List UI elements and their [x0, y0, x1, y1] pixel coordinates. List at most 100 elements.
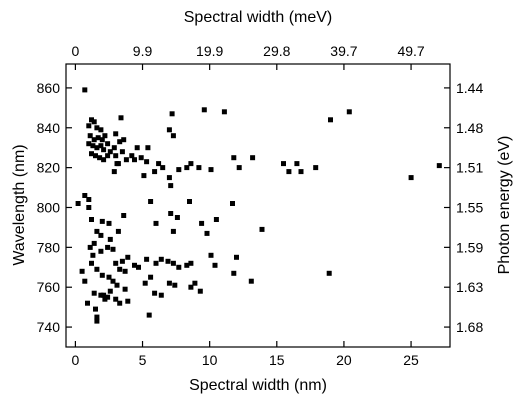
- scatter-point: [86, 197, 92, 202]
- scatter-point: [158, 256, 164, 262]
- scatter-point: [94, 266, 100, 272]
- scatter-point: [184, 262, 190, 268]
- scatter-point: [85, 300, 90, 306]
- y-tick-label: 860: [37, 80, 61, 96]
- scatter-point: [259, 226, 265, 232]
- scatter-point: [99, 137, 105, 143]
- scatter-point: [169, 111, 175, 117]
- scatter-point: [90, 252, 96, 258]
- scatter-point: [79, 268, 85, 274]
- scatter-point: [313, 165, 319, 171]
- scatter-point: [148, 199, 154, 204]
- x-axis-ticks: 0 5 10 15 20 25: [72, 341, 419, 368]
- y-tick-label: 800: [37, 199, 61, 215]
- y2-tick-label: 1.63: [456, 279, 483, 295]
- scatter-point: [107, 236, 113, 242]
- y-axis-ticks: 740 760 780 800 820 840 860: [37, 80, 72, 335]
- y-tick-label: 740: [37, 319, 61, 335]
- scatter-point: [156, 161, 162, 167]
- scatter-point: [174, 215, 180, 220]
- y2-axis-title: Photon energy (eV): [496, 136, 513, 275]
- scatter-point: [110, 278, 116, 284]
- scatter-point: [170, 133, 176, 139]
- scatter-point: [98, 292, 104, 298]
- y2-tick-label: 1.55: [456, 199, 483, 215]
- scatter-point: [122, 268, 128, 274]
- scatter-point: [236, 165, 242, 171]
- x2-tick-label: 29.8: [263, 43, 290, 59]
- scatter-point: [119, 258, 125, 264]
- scatter-point: [196, 165, 202, 171]
- scatter-point: [172, 282, 178, 288]
- scatter-point: [94, 314, 100, 320]
- y-tick-label: 840: [37, 120, 61, 136]
- scatter-point: [204, 230, 210, 236]
- scatter-point: [97, 155, 103, 161]
- y-tick-label: 780: [37, 239, 61, 255]
- scatter-point: [231, 270, 237, 276]
- scatter-point: [105, 153, 111, 159]
- scatter-point: [165, 258, 171, 264]
- scatter-point: [87, 133, 93, 139]
- scatter-point: [346, 109, 352, 115]
- scatter-point: [91, 290, 97, 296]
- x-axis-title: Spectral width (nm): [189, 377, 327, 394]
- x-tick-label: 20: [336, 352, 352, 368]
- scatter-point: [408, 175, 414, 181]
- scatter-point: [105, 141, 111, 147]
- scatter-point: [176, 167, 182, 173]
- scatter-point: [94, 125, 100, 131]
- scatter-point: [208, 167, 214, 173]
- scatter-point: [328, 117, 333, 123]
- scatter-point: [142, 280, 148, 286]
- scatter-point: [89, 260, 94, 266]
- y2-tick-label: 1.44: [456, 80, 483, 96]
- scatter-point: [170, 260, 176, 266]
- x2-tick-label: 9.9: [133, 43, 153, 59]
- scatter-point: [248, 278, 254, 284]
- scatter-point: [144, 256, 150, 262]
- scatter-point: [89, 217, 94, 222]
- scatter-point: [250, 155, 256, 161]
- scatter-point: [93, 306, 98, 312]
- scatter-point: [141, 173, 147, 179]
- y2-tick-label: 1.51: [456, 160, 483, 176]
- scatter-point: [89, 117, 94, 123]
- y2-tick-label: 1.59: [456, 239, 483, 255]
- scatter-point: [114, 161, 120, 167]
- scatter-point: [101, 157, 107, 163]
- scatter-point: [98, 143, 104, 149]
- scatter-point: [98, 232, 104, 238]
- scatter-point: [184, 165, 190, 171]
- scatter-point: [94, 145, 100, 151]
- scatter-point: [101, 292, 107, 298]
- scatter-point: [93, 153, 98, 159]
- scatter-point: [102, 133, 108, 139]
- plot-frame: [65, 63, 451, 348]
- y-axis-title: Wavelength (nm): [11, 144, 28, 265]
- y2-tick-label: 1.68: [456, 319, 483, 335]
- x-tick-label: 0: [72, 352, 80, 368]
- scatter-point: [98, 248, 104, 254]
- scatter-point: [82, 193, 88, 198]
- y-tick-label: 820: [37, 160, 61, 176]
- scatter-point: [199, 220, 205, 226]
- scatter-point: [153, 260, 159, 266]
- data-points: [75, 87, 442, 324]
- scatter-point: [166, 127, 172, 133]
- scatter-point: [94, 318, 100, 324]
- scatter-point: [188, 260, 194, 266]
- scatter-point: [122, 286, 128, 292]
- scatter-point: [105, 294, 111, 300]
- scatter-point: [230, 201, 235, 206]
- scatter-point: [89, 151, 94, 157]
- scatter-point: [213, 217, 219, 222]
- x-tick-label: 10: [202, 352, 218, 368]
- x2-axis-ticks: 0 9.9 19.9 29.8 39.7 49.7: [72, 43, 425, 70]
- scatter-point: [168, 211, 174, 216]
- scatter-point: [326, 270, 332, 276]
- scatter-point: [168, 183, 174, 189]
- scatter-point: [107, 149, 113, 155]
- scatter-point: [286, 169, 292, 175]
- scatter-point: [152, 290, 158, 296]
